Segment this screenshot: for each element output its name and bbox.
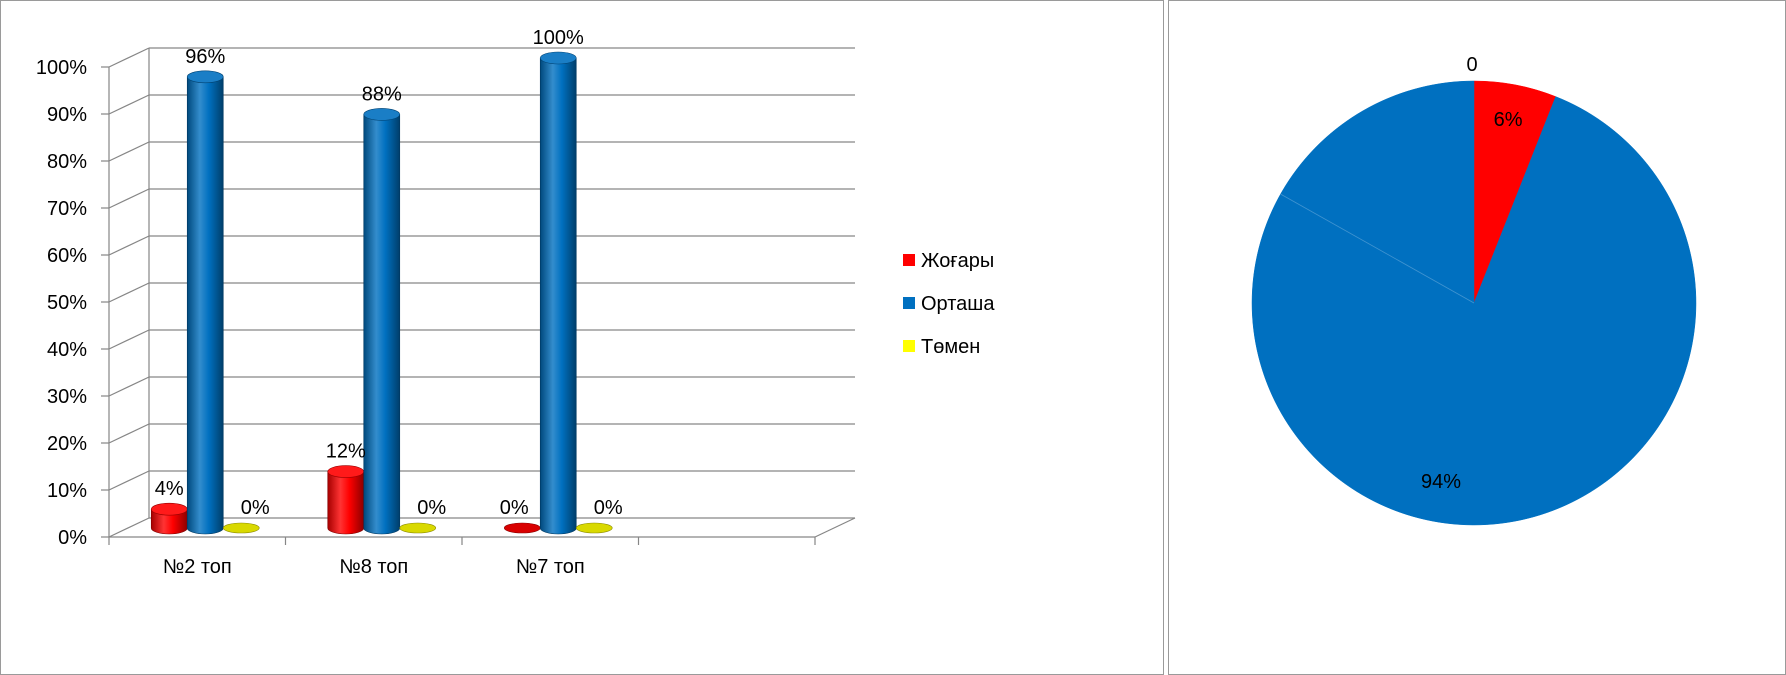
legend: Жоғары Орташа Төмен — [903, 250, 995, 358]
gridline-diag — [108, 141, 150, 162]
bar — [150, 502, 188, 535]
bar — [222, 522, 260, 534]
y-tick-label: 80% — [47, 151, 87, 173]
legend-label: Орташа — [921, 293, 995, 315]
legend-label: Төмен — [921, 336, 980, 358]
bar-chart: 0% 10% 20% 30% 40% 50% 60% 70% 80% 90% 100% №2 топ… — [36, 27, 996, 578]
data-label: 88% — [362, 83, 402, 105]
y-tick-label: 70% — [47, 198, 87, 220]
x-axis-ticks: №2 топ №8 топ №7 топ — [108, 537, 816, 578]
y-tick-label: 10% — [47, 480, 87, 502]
legend-label: Жоғары — [921, 250, 994, 272]
y-tick-label: 0% — [58, 527, 87, 549]
data-label: 100% — [533, 27, 584, 49]
bar — [539, 51, 577, 535]
pie-slice — [1251, 80, 1697, 526]
data-labels: 4% 96% 0% 12% 88% 0% 0% 100% 0% — [155, 27, 623, 519]
pie-chart-panel: 0 6% 94% — [1168, 0, 1786, 675]
bar — [327, 465, 365, 535]
pie-chart: 0 6% 94% — [1251, 54, 1697, 526]
pie-slices — [1251, 80, 1697, 526]
y-tick-label: 40% — [47, 339, 87, 361]
bar — [363, 108, 401, 535]
gridline-diag — [108, 235, 150, 256]
data-label: 96% — [185, 46, 225, 68]
data-label: 12% — [326, 441, 366, 463]
gridline-diag — [108, 282, 150, 303]
gridline-diag — [108, 329, 150, 350]
bar-marks — [150, 51, 613, 535]
gridline-diag — [108, 517, 150, 538]
pie-labels: 0 6% 94% — [1421, 54, 1523, 493]
bar-chart-panel: 0% 10% 20% 30% 40% 50% 60% 70% 80% 90% 100% №2 топ… — [0, 0, 1164, 675]
x-tick-label: №8 топ — [339, 556, 408, 578]
gridline-diag — [108, 47, 150, 68]
bar — [186, 70, 224, 535]
gridline-diag — [108, 376, 150, 397]
y-tick-label: 20% — [47, 433, 87, 455]
pie-edge — [1280, 193, 1475, 304]
data-label: 0% — [594, 497, 623, 519]
pie-label: 0 — [1466, 54, 1477, 76]
data-label: 0% — [500, 497, 529, 519]
legend-swatch — [903, 340, 915, 352]
bar — [503, 522, 541, 534]
gridline-diag — [108, 188, 150, 209]
data-label: 0% — [417, 497, 446, 519]
floor-edge — [814, 517, 856, 538]
y-tick-label: 30% — [47, 386, 87, 408]
y-tick-label: 100% — [36, 57, 87, 79]
gridline-diag — [108, 423, 150, 444]
pie-label: 94% — [1421, 471, 1461, 493]
y-tick-label: 50% — [47, 292, 87, 314]
data-label: 4% — [155, 478, 184, 500]
bar — [575, 522, 613, 534]
y-tick-label: 60% — [47, 245, 87, 267]
legend-swatch — [903, 297, 915, 309]
legend-swatch — [903, 254, 915, 266]
gridline-diag — [108, 94, 150, 115]
x-tick-label: №2 топ — [163, 556, 232, 578]
y-axis-ticks: 0% 10% 20% 30% 40% 50% 60% 70% 80% 90% 100% — [36, 57, 109, 549]
bar — [399, 522, 437, 534]
pie-label: 6% — [1494, 109, 1523, 131]
gridline-diag — [108, 470, 150, 491]
x-tick-label: №7 топ — [516, 556, 585, 578]
y-tick-label: 90% — [47, 104, 87, 126]
data-label: 0% — [241, 497, 270, 519]
